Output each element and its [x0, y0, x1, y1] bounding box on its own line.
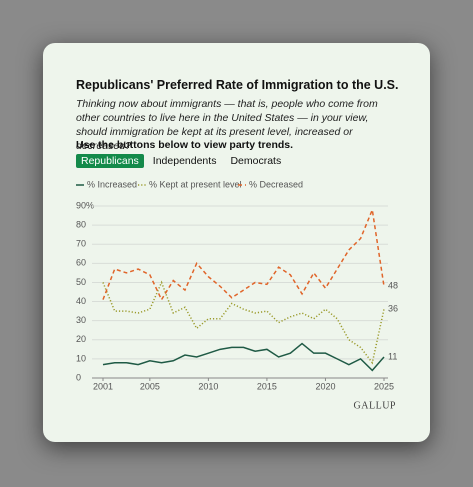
y-tick-label: 70: [76, 239, 86, 249]
end-value-label: 48: [388, 281, 398, 291]
button-group: Republicans Independents Democrats: [76, 154, 286, 168]
y-tick-label: 90%: [76, 200, 94, 210]
card: Republicans' Preferred Rate of Immigrati…: [43, 43, 430, 442]
y-tick-label: 10: [76, 353, 86, 363]
series-line: [102, 207, 385, 302]
legend-label: % Increased: [87, 179, 137, 189]
party-button[interactable]: Democrats: [230, 155, 282, 167]
y-tick-label: 80: [76, 219, 86, 229]
y-tick-label: 0: [76, 372, 81, 382]
x-tick-label: 2025: [374, 381, 394, 391]
party-button[interactable]: Independents: [152, 155, 217, 167]
legend-label: % Kept at present level: [149, 179, 242, 189]
subtitle: Thinking now about immigrants — that is,…: [76, 98, 378, 152]
end-value-label: 11: [388, 351, 397, 361]
source: GALLUP: [354, 400, 396, 411]
x-tick-label: 2015: [257, 381, 277, 391]
legend-label: % Decreased: [249, 179, 303, 189]
end-value-label: 36: [388, 304, 398, 314]
x-tick-label: 2010: [198, 381, 218, 391]
y-tick-label: 30: [76, 315, 86, 325]
y-tick-label: 60: [76, 258, 86, 268]
x-tick-label: 2001: [93, 381, 113, 391]
series-line: [102, 342, 385, 372]
y-tick-label: 20: [76, 334, 86, 344]
instruction: Use the buttons below to view party tren…: [76, 139, 294, 151]
y-tick-label: 50: [76, 277, 86, 287]
y-tick-label: 40: [76, 296, 86, 306]
chart-title: Republicans' Preferred Rate of Immigrati…: [76, 78, 399, 92]
party-button[interactable]: Republicans: [76, 154, 144, 168]
series-line: [102, 280, 385, 365]
x-tick-label: 2005: [140, 381, 160, 391]
x-tick-label: 2020: [315, 381, 335, 391]
